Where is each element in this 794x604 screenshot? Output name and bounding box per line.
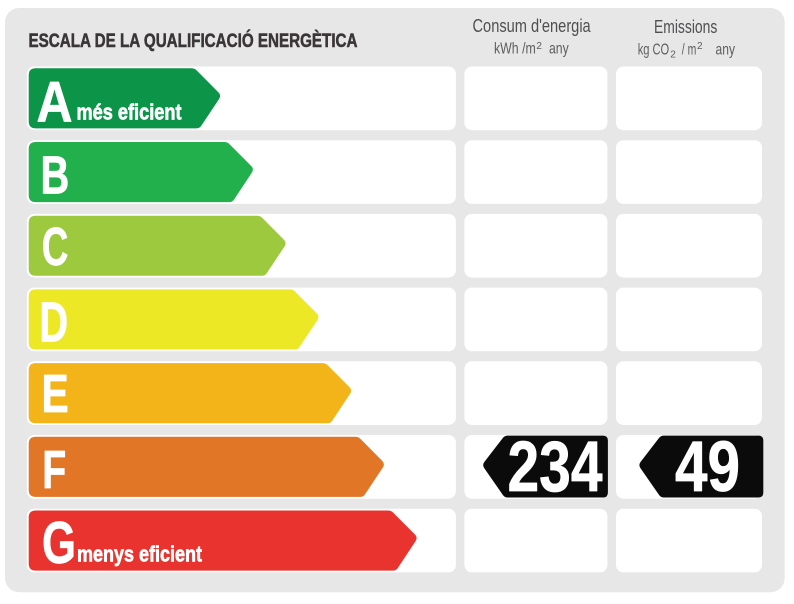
svg-text:any: any: [716, 41, 736, 58]
svg-text:E: E: [42, 365, 69, 424]
svg-text:Consum d'energia: Consum d'energia: [473, 16, 592, 36]
svg-text:D: D: [39, 291, 68, 354]
svg-text:A: A: [37, 70, 73, 134]
svg-text:2: 2: [670, 50, 676, 61]
svg-text:C: C: [42, 218, 69, 277]
svg-text:/ m: / m: [682, 41, 697, 58]
svg-text:Emissions: Emissions: [654, 17, 717, 37]
svg-text:234: 234: [508, 427, 603, 507]
svg-text:2: 2: [697, 41, 703, 52]
svg-text:G: G: [42, 509, 76, 576]
svg-text:ESCALA DE LA QUALIFICACIÓ ENER: ESCALA DE LA QUALIFICACIÓ ENERGÈTICA: [29, 28, 358, 52]
svg-text:menys eficient: menys eficient: [77, 542, 202, 567]
svg-text:B: B: [41, 147, 70, 206]
svg-text:any: any: [549, 41, 569, 58]
svg-text:2: 2: [536, 41, 542, 52]
svg-text:49: 49: [675, 427, 740, 507]
svg-text:kg CO: kg CO: [638, 41, 670, 58]
svg-text:F: F: [42, 441, 66, 500]
svg-text:més eficient: més eficient: [77, 100, 183, 125]
svg-text:kWh /m: kWh /m: [494, 41, 536, 58]
